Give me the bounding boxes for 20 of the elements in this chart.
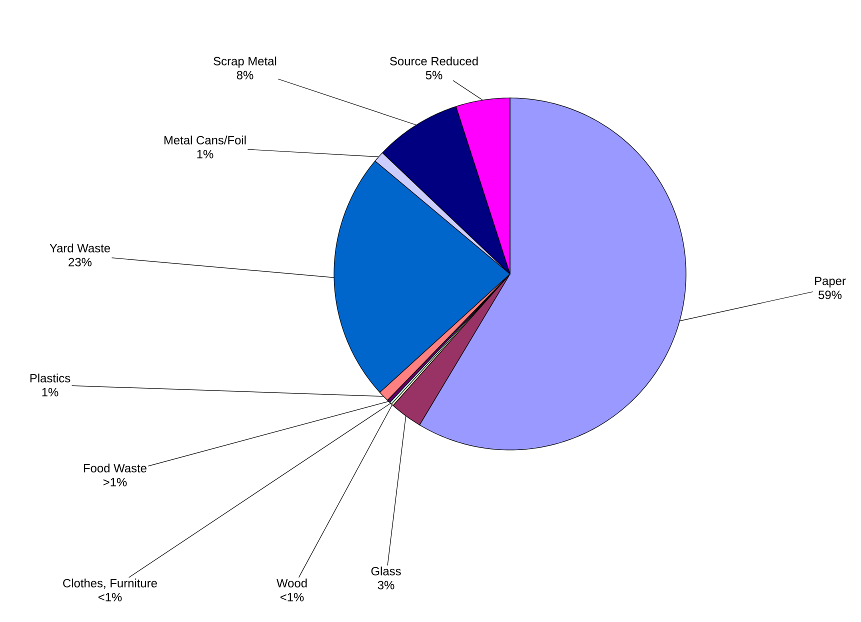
slice-label: Paper	[815, 276, 846, 288]
slice-label: Wood	[276, 578, 307, 588]
slice-label: Source Reduced	[390, 56, 478, 66]
data-label: 23%	[68, 258, 92, 266]
slice-label: Plastics	[30, 374, 70, 382]
slice-label: Scrap Metal	[214, 56, 276, 68]
slice-label: Food Waste	[84, 464, 146, 472]
slice-label: Metal Cans/Foil	[164, 136, 246, 144]
data-label: <1%	[280, 592, 304, 602]
data-label: <1%	[98, 592, 122, 602]
data-label: 8%	[236, 70, 254, 80]
data-label: 1%	[197, 150, 214, 158]
slice-label: Clothes, Furniture	[63, 578, 157, 589]
data-label: 5%	[426, 70, 442, 80]
data-label: 1%	[42, 388, 58, 396]
slice-label: Yard Waste	[50, 244, 110, 252]
data-label: 59%	[818, 290, 842, 300]
data-label: >1%	[103, 478, 127, 486]
slice-label: Glass	[371, 566, 401, 576]
data-label: 3%	[378, 580, 394, 590]
